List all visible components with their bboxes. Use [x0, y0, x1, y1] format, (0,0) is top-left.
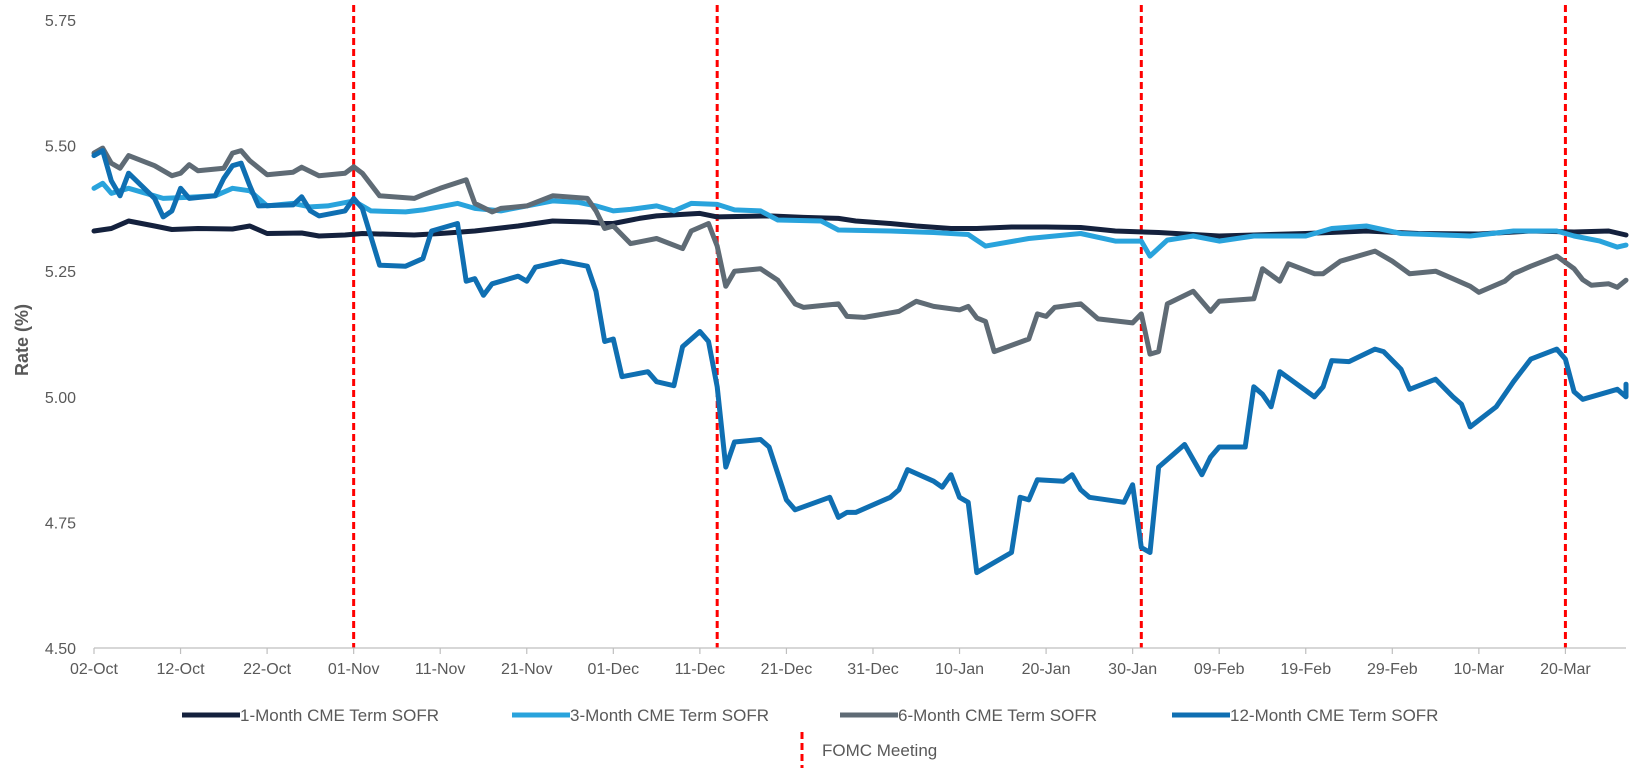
x-tick-label: 31-Dec — [847, 661, 899, 678]
series-lines — [91, 145, 1629, 576]
x-tick-label: 10-Mar — [1454, 661, 1505, 678]
x-tick-label: 12-Oct — [157, 661, 206, 678]
legend-label: 1-Month CME Term SOFR — [240, 706, 439, 725]
x-tick-label: 20-Jan — [1022, 661, 1071, 678]
series-line — [91, 145, 1629, 357]
legend-label-fomc: FOMC Meeting — [822, 741, 937, 760]
fomc-meeting-lines — [352, 5, 1567, 648]
x-tick-label: 19-Feb — [1280, 661, 1331, 678]
x-tick-label: 11-Nov — [415, 661, 465, 678]
x-tick-label: 10-Jan — [935, 661, 984, 678]
y-axis-ticks: 4.50 4.75 5.00 5.25 5.50 5.75 — [45, 13, 76, 658]
x-tick-label: 01-Dec — [588, 661, 640, 678]
x-tick-label: 11-Dec — [675, 661, 725, 678]
y-tick-label: 4.50 — [45, 641, 76, 658]
legend: 1-Month CME Term SOFR 3-Month CME Term SO… — [182, 706, 1438, 768]
x-tick-label: 01-Nov — [328, 661, 380, 678]
x-tick-label: 02-Oct — [70, 661, 119, 678]
x-axis-ticks: 02-Oct 12-Oct 22-Oct 01-Nov 11-Nov 21-Nov 01-D… — [70, 648, 1591, 678]
x-tick-label: 20-Mar — [1540, 661, 1591, 678]
legend-label: 6-Month CME Term SOFR — [898, 706, 1097, 725]
x-tick-label: 22-Oct — [243, 661, 292, 678]
y-tick-label: 5.50 — [45, 139, 76, 156]
y-tick-label: 4.75 — [45, 515, 76, 532]
x-tick-label: 21-Nov — [501, 661, 553, 678]
y-tick-label: 5.75 — [45, 13, 76, 30]
x-tick-label: 21-Dec — [761, 661, 813, 678]
x-tick-label: 30-Jan — [1108, 661, 1157, 678]
y-tick-label: 5.00 — [45, 390, 76, 407]
x-tick-label: 09-Feb — [1194, 661, 1245, 678]
legend-label: 3-Month CME Term SOFR — [570, 706, 769, 725]
series-line — [91, 148, 1629, 576]
x-tick-label: 29-Feb — [1367, 661, 1418, 678]
y-tick-label: 5.25 — [45, 264, 76, 281]
legend-label: 12-Month CME Term SOFR — [1230, 706, 1438, 725]
y-axis-label: Rate (%) — [12, 304, 32, 376]
